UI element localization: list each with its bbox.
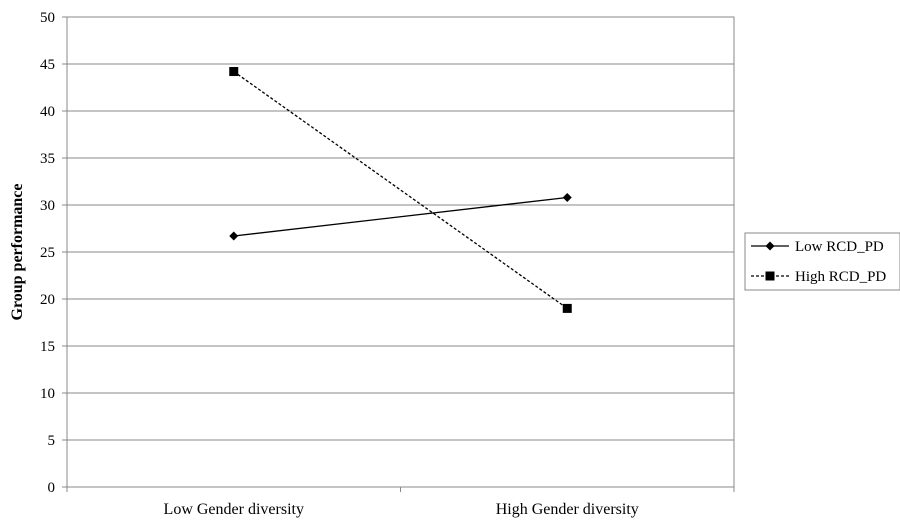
legend-label: High RCD_PD [795,269,886,285]
series-low-rcd-pd [229,192,572,241]
data-point [562,303,572,313]
y-tick-label: 15 [40,339,55,355]
data-point [562,192,572,202]
y-tick-label: 45 [40,57,55,73]
legend: Low RCD_PD High RCD_PD [744,232,900,291]
plot-frame [66,16,735,488]
data-point [229,231,239,241]
y-tick-label: 30 [40,198,55,214]
series-line [233,196,568,237]
x-tick-labels: Low Gender diversity High Gender diversit… [164,501,639,518]
series-layer [229,67,572,313]
x-tick-label: High Gender diversity [496,501,639,518]
y-tick-label: 35 [40,151,55,167]
legend-marker [765,271,775,281]
series-high-rcd-pd [229,67,572,313]
y-axis-title: Group performance [9,183,26,320]
y-tick-labels: 0 5 10 15 20 25 30 35 40 45 50 [40,10,55,496]
y-tick-label: 5 [48,433,56,449]
legend-label: Low RCD_PD [795,239,884,255]
series-line [233,70,568,309]
y-tick-label: 25 [40,245,55,261]
legend-marker [765,241,775,251]
y-tick-label: 10 [40,386,55,402]
data-point [229,67,239,77]
y-tick-label: 40 [40,104,55,120]
y-tick-label: 0 [48,480,56,496]
y-tick-label: 20 [40,292,55,308]
x-tick-label: Low Gender diversity [164,501,304,518]
y-tick-label: 50 [40,10,55,26]
gridlines [62,16,735,492]
